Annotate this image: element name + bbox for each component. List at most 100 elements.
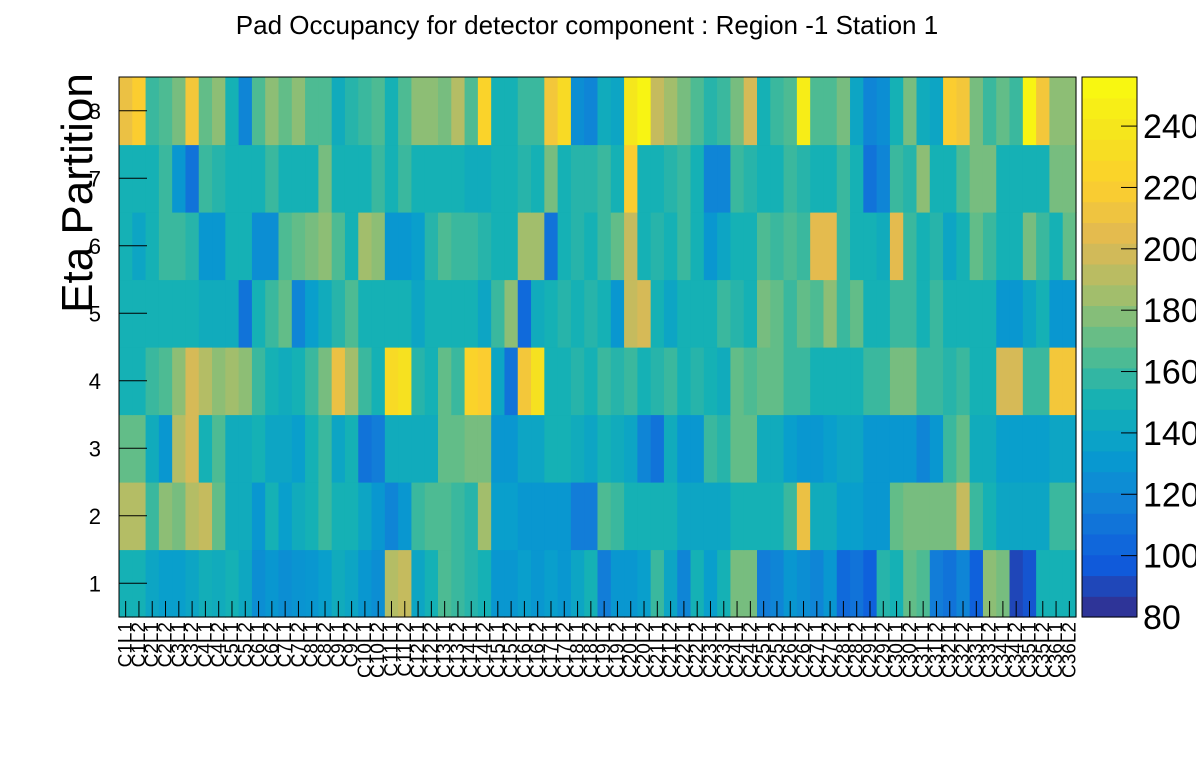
x-tick-label: C1L2 [129,622,150,667]
heatmap-cell [398,144,413,213]
x-tick-label: C24L2 [740,622,761,678]
heatmap-cell [185,414,200,483]
heatmap-cell [451,77,466,146]
x-tick-label: C5L2 [235,622,256,667]
heatmap-cell [610,77,625,146]
heatmap-cell [331,482,346,551]
palette-band [1082,492,1137,514]
heatmap-cell [783,414,798,483]
heatmap-cell [265,549,280,618]
heatmap-cell [225,549,240,618]
heatmap-cell [371,414,386,483]
heatmap-cell [863,414,878,483]
palette-band [1082,575,1137,597]
heatmap-cell [570,77,585,146]
heatmap-cell [783,77,798,146]
heatmap-cell [398,482,413,551]
heatmap-cell [663,347,678,416]
x-tick-label: C27L2 [820,622,841,678]
x-tick-label: C17L2 [554,622,575,678]
heatmap-cell [504,347,519,416]
heatmap-cell [969,482,984,551]
heatmap-cell [810,144,825,213]
heatmap-cell [438,482,452,551]
x-tick-label: C32L2 [953,622,974,678]
heatmap-cell [344,549,359,618]
heatmap-cell [358,144,373,213]
x-tick-label: C33L1 [966,622,987,678]
heatmap-cell [796,212,811,281]
heatmap-cell [730,279,745,348]
palette-band [1082,201,1137,223]
heatmap-cell [810,212,825,281]
heatmap-cell [145,279,160,348]
x-tick-label: C29L1 [860,622,881,678]
heatmap-cell [371,212,386,281]
heatmap-cell [650,482,665,551]
heatmap-cell [212,77,226,146]
heatmap-cell [1022,144,1037,213]
heatmap-cell [783,279,798,348]
heatmap-cell [1049,212,1064,281]
heatmap-cell [371,144,386,213]
heatmap-cell [570,414,585,483]
heatmap-cell [943,549,957,618]
heatmap-cell [876,482,891,551]
palette-band [1082,305,1137,327]
y-tick-label: 4 [89,369,101,394]
heatmap-cell [1022,482,1037,551]
heatmap-cell [850,77,864,146]
x-tick-label: C35L1 [1019,622,1040,678]
heatmap-cell [517,212,532,281]
heatmap-cell [996,414,1011,483]
heatmap-cell [212,279,226,348]
heatmap-cell [251,77,266,146]
heatmap-cell [783,144,798,213]
heatmap-cell [358,482,373,551]
heatmap-cell [903,482,918,551]
heatmap-cell [876,77,891,146]
heatmap-cell [717,414,732,483]
heatmap-cell [251,347,266,416]
heatmap-cell [384,482,399,551]
heatmap-cell [291,144,306,213]
heatmap-cell [212,212,226,281]
heatmap-cell [398,212,413,281]
heatmap-cell [863,77,878,146]
x-tick-label: C9L1 [328,622,349,667]
heatmap-cell [1062,549,1077,618]
heatmap-cell [438,144,452,213]
heatmap-cell [1022,347,1037,416]
heatmap-cell [943,212,957,281]
palette-tick-label: 120 [1143,476,1196,514]
heatmap-cell [424,347,439,416]
x-tick-label: C7L1 [275,622,296,667]
x-tick-label: C21L1 [647,622,668,678]
heatmap-cell [491,144,506,213]
heatmap-cell [929,279,944,348]
palette-tick-label: 220 [1143,169,1196,207]
heatmap-cell [464,77,479,146]
x-tick-label: C23L2 [714,622,735,678]
heatmap-cell [477,414,492,483]
heatmap-cell [624,482,638,551]
heatmap-cell [331,414,346,483]
heatmap-cell [1009,279,1024,348]
heatmap-cell [796,414,811,483]
heatmap-cell [624,144,638,213]
heatmap-cell [318,347,333,416]
x-tick-label: C24L1 [727,622,748,678]
heatmap-cell [172,279,187,348]
heatmap-cell [624,414,638,483]
heatmap-cell [889,212,904,281]
heatmap-cell [464,549,479,618]
heatmap-cell [584,212,599,281]
heatmap-cell [903,77,918,146]
heatmap-cell [344,212,359,281]
heatmap-cell [1036,144,1051,213]
heatmap-cell [198,549,213,618]
heatmap-cell [504,482,519,551]
heatmap-cell [1036,279,1051,348]
heatmap-cell [1036,414,1051,483]
heatmap-cell [916,77,931,146]
